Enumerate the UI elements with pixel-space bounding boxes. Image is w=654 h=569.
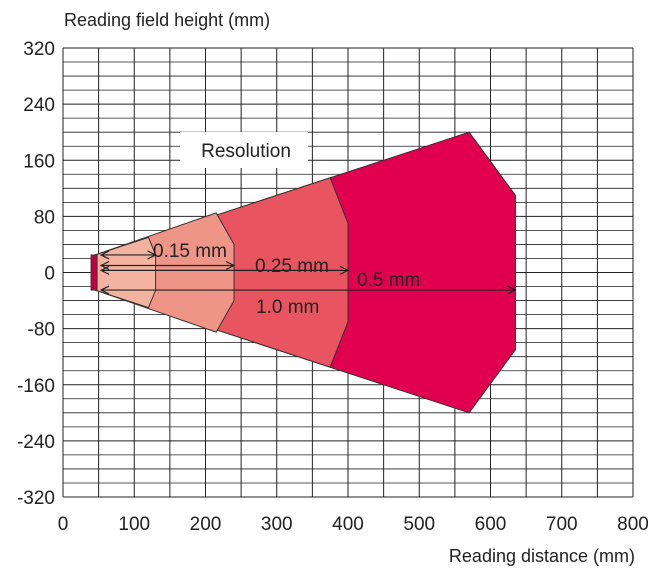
y-tick-label: -240: [17, 432, 55, 453]
resolution-arrows: [99, 250, 517, 295]
arrow-head: [147, 250, 157, 260]
resolution-legend-title: Resolution: [201, 141, 291, 162]
resolution-zones: [90, 131, 516, 414]
x-tick-label: 0: [58, 514, 69, 535]
arrow-head: [225, 260, 236, 271]
y-tick-label: 80: [34, 207, 55, 228]
y-tick-label: 160: [23, 151, 55, 172]
x-tick-label: 600: [475, 514, 507, 535]
y-tick-label: -320: [17, 488, 55, 509]
y-tick-label: -80: [28, 320, 55, 341]
arrow-head: [339, 265, 350, 275]
zone-label: 0.25 mm: [255, 256, 329, 277]
x-tick-label: 500: [403, 514, 435, 535]
sensor-origin: [90, 254, 98, 291]
x-tick-label: 800: [617, 514, 649, 535]
x-tick-label: 300: [261, 514, 293, 535]
zone-label: 1.0 mm: [256, 297, 319, 318]
x-axis-title: Reading distance (mm): [449, 546, 635, 566]
arrow-head: [99, 260, 110, 271]
y-tick-label: 240: [23, 95, 55, 116]
arrow-head: [507, 285, 517, 295]
resolution-legend: Resolution: [180, 132, 308, 168]
x-tick-label: 400: [332, 514, 364, 535]
arrow-head: [99, 250, 110, 260]
x-tick-label: 200: [190, 514, 222, 535]
x-tick-label: 700: [546, 514, 578, 535]
y-tick-label: 320: [23, 39, 55, 60]
y-axis-title: Reading field height (mm): [64, 10, 270, 30]
zone-label: 0.15 mm: [153, 241, 227, 262]
zone-label: 0.5 mm: [357, 270, 420, 291]
resolution-legend-background: [180, 132, 308, 168]
x-tick-label: 100: [118, 514, 150, 535]
resolution-labels: 1.0 mm 0.5 mm 0.25 mm 0.15 mm: [153, 241, 420, 318]
y-tick-label: -160: [17, 376, 55, 397]
arrow-head: [99, 285, 110, 295]
y-tick-label: 0: [44, 264, 55, 285]
